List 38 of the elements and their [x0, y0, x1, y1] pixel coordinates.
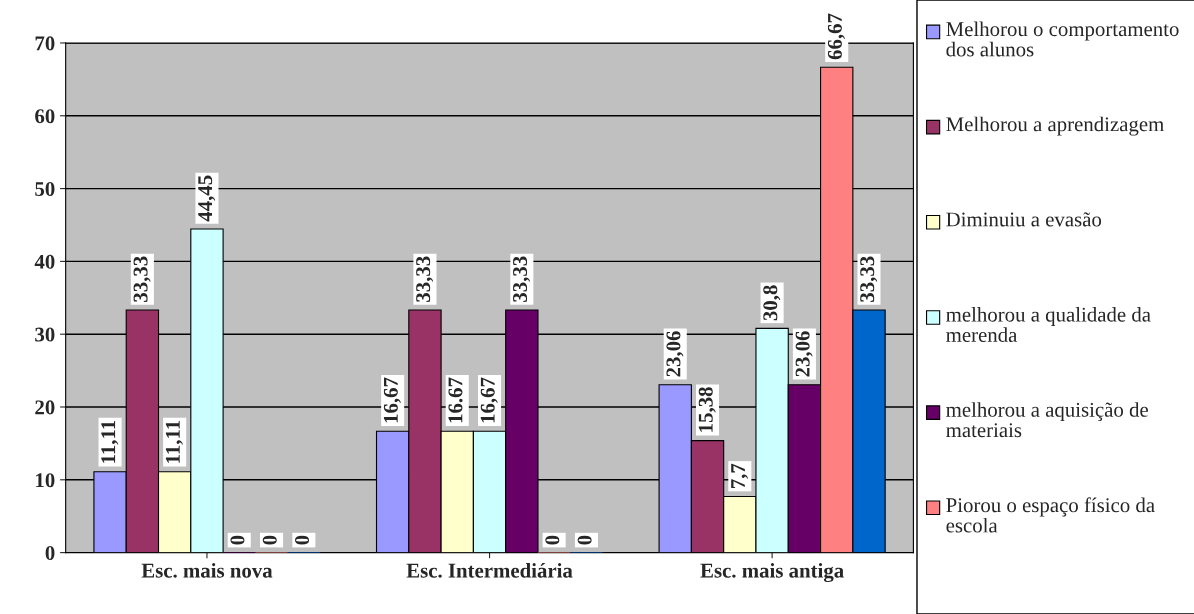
y-tick-label: 70 [35, 36, 55, 51]
y-tick-label: 0 [45, 545, 55, 561]
y-tick-label: 60 [35, 109, 55, 124]
data-label: 11,11 [165, 420, 183, 463]
data-label: 33,33 [860, 256, 878, 302]
x-tick-label: Esc. mais nova [141, 563, 273, 578]
data-label: 30,8 [763, 285, 781, 321]
data-label: 66,67 [827, 13, 845, 60]
legend-label: melhorou a aquisição de materiais [946, 402, 1148, 438]
data-label: 0 [577, 535, 592, 545]
legend-label: Piorou o espaço físico da escola [946, 497, 1155, 533]
y-tick-label: 40 [34, 254, 55, 269]
legend-label: Melhorou o comportamento dos alunos [946, 21, 1179, 57]
x-tick-label: Esc. Intermediária [406, 563, 573, 578]
legend-label: melhorou a qualidade da merenda [946, 307, 1151, 342]
data-label: 0 [295, 535, 310, 545]
data-label: 23,06 [795, 331, 813, 377]
data-label: 33,33 [416, 256, 434, 302]
data-label: 16.67 [448, 377, 463, 423]
data-label: 15,38 [698, 387, 716, 432]
y-tick-label: 20 [35, 400, 55, 415]
data-label: 0 [230, 535, 245, 545]
data-label: 7,7 [731, 463, 749, 489]
data-label: 33,33 [513, 256, 531, 302]
data-label: 33,33 [133, 256, 151, 302]
legend-label: Melhorou a aprendizagem [946, 116, 1164, 136]
data-label: 44,45 [198, 175, 216, 222]
data-label: 16,67 [480, 377, 498, 423]
y-tick-label: 50 [35, 181, 55, 197]
data-label: 16,67 [383, 377, 401, 423]
data-label: 0 [262, 535, 277, 545]
y-tick-label: 10 [36, 473, 55, 488]
data-label: 11,11 [101, 420, 119, 463]
y-tick-label: 30 [35, 327, 55, 342]
data-label: 23,06 [666, 331, 684, 377]
legend-label: Diminuiu a evasão [946, 212, 1102, 227]
data-label: 0 [545, 535, 560, 545]
x-tick-label: Esc. mais antiga [700, 563, 844, 583]
